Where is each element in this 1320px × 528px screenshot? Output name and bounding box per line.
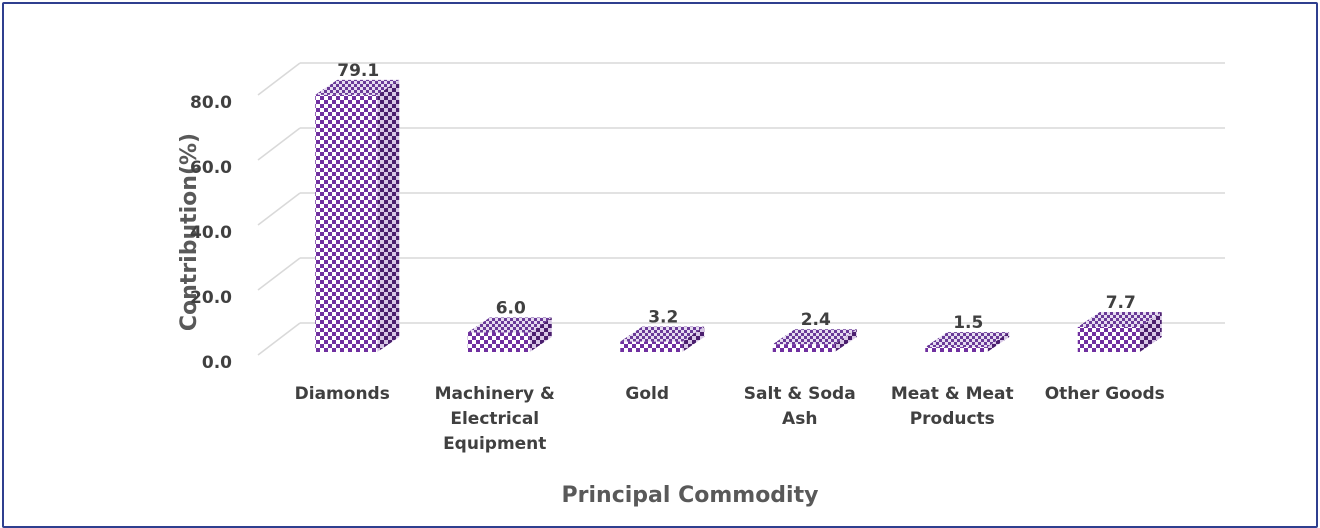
bar-side: [834, 329, 857, 352]
grid-line-depth: [257, 127, 301, 161]
bar-top: [467, 317, 552, 333]
grid-line-depth: [257, 192, 301, 226]
data-label: 79.1: [337, 61, 379, 81]
x-tick-label: Salt & Soda Ash: [743, 384, 856, 429]
bar-top: [925, 332, 1010, 348]
data-label: 6.0: [496, 299, 526, 319]
data-label: 2.4: [801, 310, 831, 330]
x-tick-label: Diamonds: [294, 384, 390, 404]
bar-side: [529, 317, 552, 352]
data-label: 7.7: [1106, 293, 1136, 313]
x-tick-label: Machinery & Electrical Equipment: [434, 384, 555, 454]
data-label: 3.2: [648, 308, 678, 328]
grid-line-depth: [257, 257, 301, 291]
x-tick-label: Meat & Meat Products: [890, 384, 1014, 429]
grid-line-depth: [257, 62, 301, 96]
y-tick-label: 80.0: [190, 93, 232, 113]
y-tick-label: 60.0: [190, 158, 232, 178]
bar-top: [772, 329, 857, 345]
bar: [315, 94, 378, 353]
bar-top: [620, 326, 705, 342]
bar-top: [315, 79, 400, 95]
bar: [467, 332, 530, 352]
y-tick-label: 40.0: [190, 223, 232, 243]
bar: [620, 341, 683, 352]
x-tick-label: Other Goods: [1044, 384, 1165, 404]
bar-side: [377, 79, 400, 353]
x-tick-label: Gold: [625, 384, 670, 404]
y-tick-label: 20.0: [190, 288, 232, 308]
y-tick-label: 0.0: [202, 353, 232, 373]
grid-line-depth: [257, 322, 301, 356]
bar-top: [1077, 311, 1162, 327]
bar: [772, 344, 835, 352]
x-axis-title: Principal Commodity: [562, 483, 819, 508]
y-axis-title: Contribution(%): [177, 133, 202, 331]
data-label: 1.5: [953, 313, 983, 333]
bar: [1077, 326, 1140, 352]
bar-side: [1139, 311, 1162, 352]
bar-side: [682, 326, 705, 352]
bar: [925, 347, 988, 352]
bar-side: [987, 332, 1010, 352]
